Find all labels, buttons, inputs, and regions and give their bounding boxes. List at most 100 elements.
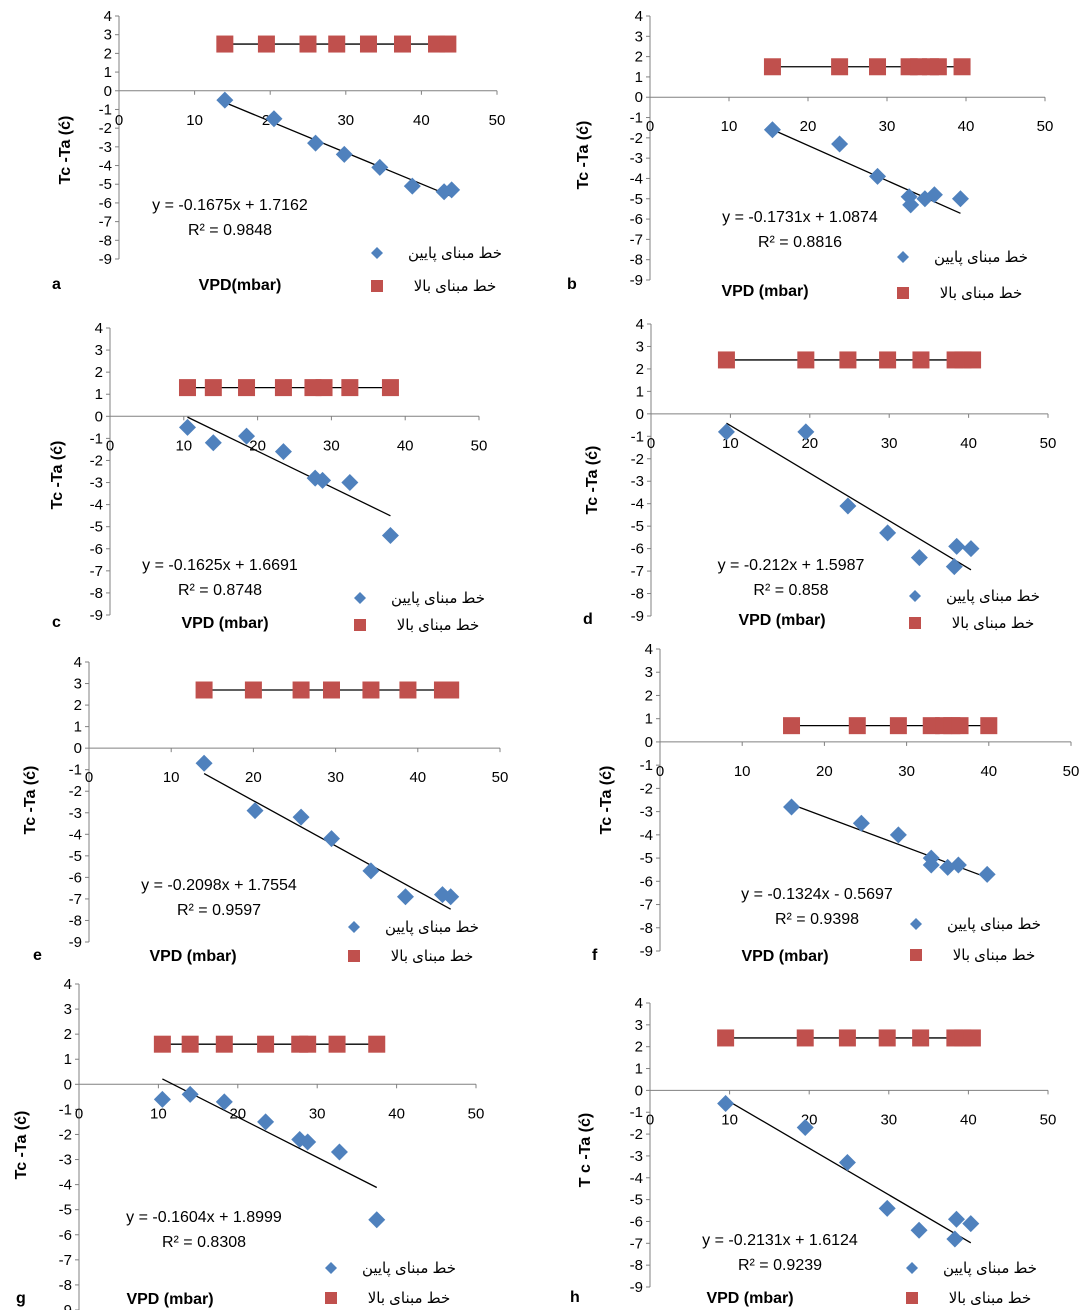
lower-baseline-point	[204, 434, 222, 452]
y-tick-label: -9	[631, 608, 644, 625]
upper-baseline-point	[381, 379, 399, 397]
x-tick-label: 10	[163, 769, 180, 786]
upper-baseline-point	[328, 35, 346, 53]
y-tick-label: -6	[59, 1227, 72, 1244]
y-tick-label: -6	[631, 541, 644, 558]
x-tick-label: 10	[721, 118, 738, 135]
lower-baseline-point	[215, 1093, 233, 1111]
y-tick-label: -1	[630, 110, 643, 127]
lower-baseline-point	[274, 443, 292, 461]
y-tick-label: -7	[90, 563, 103, 580]
y-tick-label: 1	[636, 383, 644, 400]
x-tick-label: 30	[898, 763, 915, 780]
y-axis-title: Tc -Ta (ć)	[584, 446, 601, 515]
x-tick-label: 50	[492, 769, 509, 786]
y-tick-label: -9	[90, 607, 103, 624]
legend-square-icon	[897, 287, 909, 299]
panel-letter: e	[33, 947, 42, 964]
lower-baseline-point	[335, 145, 353, 163]
y-tick-label: -5	[99, 176, 112, 193]
y-tick-label: -8	[59, 1277, 72, 1294]
x-tick-label: 40	[397, 437, 414, 454]
y-tick-label: -8	[631, 586, 644, 603]
legend-label-upper: خط مبنای بالا	[391, 948, 474, 965]
y-tick-label: -2	[631, 451, 644, 468]
x-tick-label: 0	[75, 1105, 83, 1122]
legend-square-icon	[906, 1292, 918, 1304]
y-tick-label: -8	[69, 912, 82, 929]
x-tick-label: 50	[1037, 118, 1054, 135]
y-tick-label: 1	[95, 386, 103, 403]
upper-baseline-point	[964, 351, 982, 369]
upper-baseline-point	[244, 681, 262, 699]
y-tick-label: 2	[645, 687, 653, 704]
y-tick-label: 4	[645, 641, 653, 658]
y-tick-label: -3	[99, 139, 112, 156]
x-tick-label: 40	[980, 763, 997, 780]
y-tick-label: -4	[69, 826, 82, 843]
legend-square-icon	[325, 1292, 337, 1304]
y-tick-label: 1	[104, 64, 112, 81]
y-tick-label: -7	[640, 897, 653, 914]
y-tick-label: -1	[631, 428, 644, 445]
upper-baseline-point	[322, 681, 340, 699]
lower-baseline-point	[889, 826, 907, 844]
x-axis-title: VPD (mbar)	[741, 948, 828, 965]
upper-baseline-point	[257, 1035, 275, 1053]
y-tick-label: 0	[635, 1082, 643, 1099]
x-tick-label: 10	[175, 437, 192, 454]
upper-baseline-point	[912, 351, 930, 369]
lower-trendline	[162, 1078, 378, 1189]
legend-label-lower: خط مبنای پایین	[934, 249, 1028, 267]
x-tick-label: 40	[960, 1111, 977, 1128]
upper-baseline-point	[878, 1029, 896, 1047]
x-tick-label: 40	[388, 1105, 405, 1122]
upper-baseline-point	[328, 1035, 346, 1053]
y-tick-label: 0	[635, 89, 643, 106]
upper-baseline-point	[839, 351, 857, 369]
y-tick-label: -1	[90, 430, 103, 447]
y-tick-label: -4	[99, 158, 112, 175]
lower-baseline-point	[946, 1230, 964, 1248]
y-tick-label: -1	[640, 757, 653, 774]
trend-r-squared: R² = 0.9398	[775, 911, 859, 928]
lower-baseline-point	[949, 856, 967, 874]
upper-baseline-point	[717, 1029, 735, 1047]
x-tick-label: 30	[881, 435, 898, 452]
lower-baseline-point	[341, 474, 359, 492]
lower-baseline-point	[879, 524, 897, 542]
y-tick-label: 0	[104, 83, 112, 100]
y-tick-label: -8	[630, 1257, 643, 1274]
y-axis-title: Tc -Ta (ć)	[13, 1111, 30, 1180]
y-tick-label: -3	[630, 1148, 643, 1165]
lower-baseline-point	[368, 1211, 386, 1229]
x-tick-label: 0	[646, 1111, 654, 1128]
y-tick-label: -7	[631, 563, 644, 580]
lower-baseline-point	[265, 110, 283, 128]
trend-equation: y = -0.1731x + 1.0874	[722, 209, 878, 226]
x-tick-label: 50	[1040, 1111, 1057, 1128]
upper-baseline-point	[889, 717, 907, 735]
legend-label-lower: خط مبنای پایین	[362, 1260, 456, 1278]
y-tick-label: 2	[95, 364, 103, 381]
lower-baseline-point	[314, 471, 332, 489]
y-tick-label: 0	[645, 734, 653, 751]
lower-baseline-point	[948, 537, 966, 555]
y-tick-label: 4	[635, 995, 643, 1012]
y-tick-label: -4	[59, 1177, 72, 1194]
y-tick-label: -4	[640, 827, 653, 844]
y-tick-label: 0	[95, 408, 103, 425]
x-tick-label: 0	[115, 112, 123, 129]
y-tick-label: -1	[630, 1104, 643, 1121]
x-tick-label: 0	[647, 435, 655, 452]
panel-letter: c	[52, 614, 61, 631]
x-tick-label: 0	[656, 763, 664, 780]
legend-diamond-icon	[909, 590, 921, 602]
trend-equation: y = -0.2131x + 1.6124	[702, 1232, 858, 1249]
y-tick-label: 3	[635, 1017, 643, 1034]
upper-baseline-point	[216, 35, 234, 53]
trend-equation: y = -0.212x + 1.5987	[718, 557, 865, 574]
x-tick-label: 30	[327, 769, 344, 786]
trend-equation: y = -0.1625x + 1.6691	[142, 557, 298, 574]
